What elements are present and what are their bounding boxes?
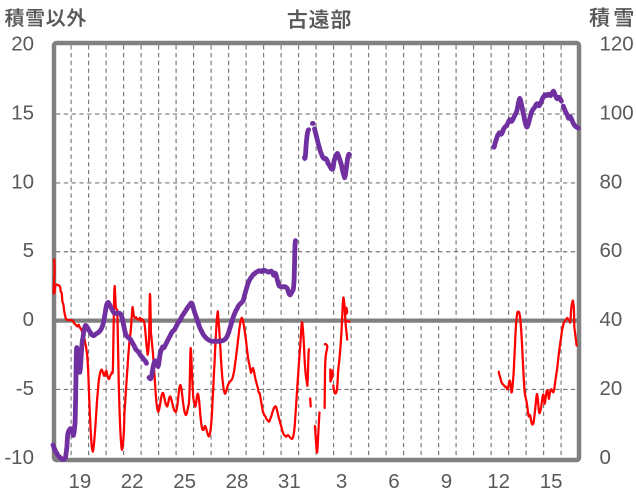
svg-text:120: 120 [600, 33, 634, 56]
svg-text:60: 60 [600, 239, 623, 262]
svg-text:-10: -10 [4, 446, 34, 469]
svg-text:100: 100 [600, 102, 634, 125]
svg-text:28: 28 [226, 470, 249, 493]
svg-text:10: 10 [11, 170, 34, 193]
svg-text:3: 3 [336, 470, 347, 493]
svg-text:40: 40 [600, 308, 623, 331]
svg-text:-5: -5 [16, 377, 34, 400]
svg-text:20: 20 [600, 377, 623, 400]
svg-text:5: 5 [23, 239, 34, 262]
svg-text:25: 25 [173, 470, 196, 493]
svg-text:12: 12 [487, 470, 510, 493]
svg-text:15: 15 [11, 102, 34, 125]
svg-text:80: 80 [600, 170, 623, 193]
svg-text:31: 31 [278, 470, 301, 493]
svg-text:15: 15 [540, 470, 563, 493]
svg-text:19: 19 [68, 470, 91, 493]
svg-text:6: 6 [388, 470, 399, 493]
svg-text:20: 20 [11, 33, 34, 56]
svg-text:9: 9 [441, 470, 452, 493]
svg-text:22: 22 [121, 470, 144, 493]
svg-text:0: 0 [23, 308, 34, 331]
svg-text:0: 0 [600, 446, 611, 469]
